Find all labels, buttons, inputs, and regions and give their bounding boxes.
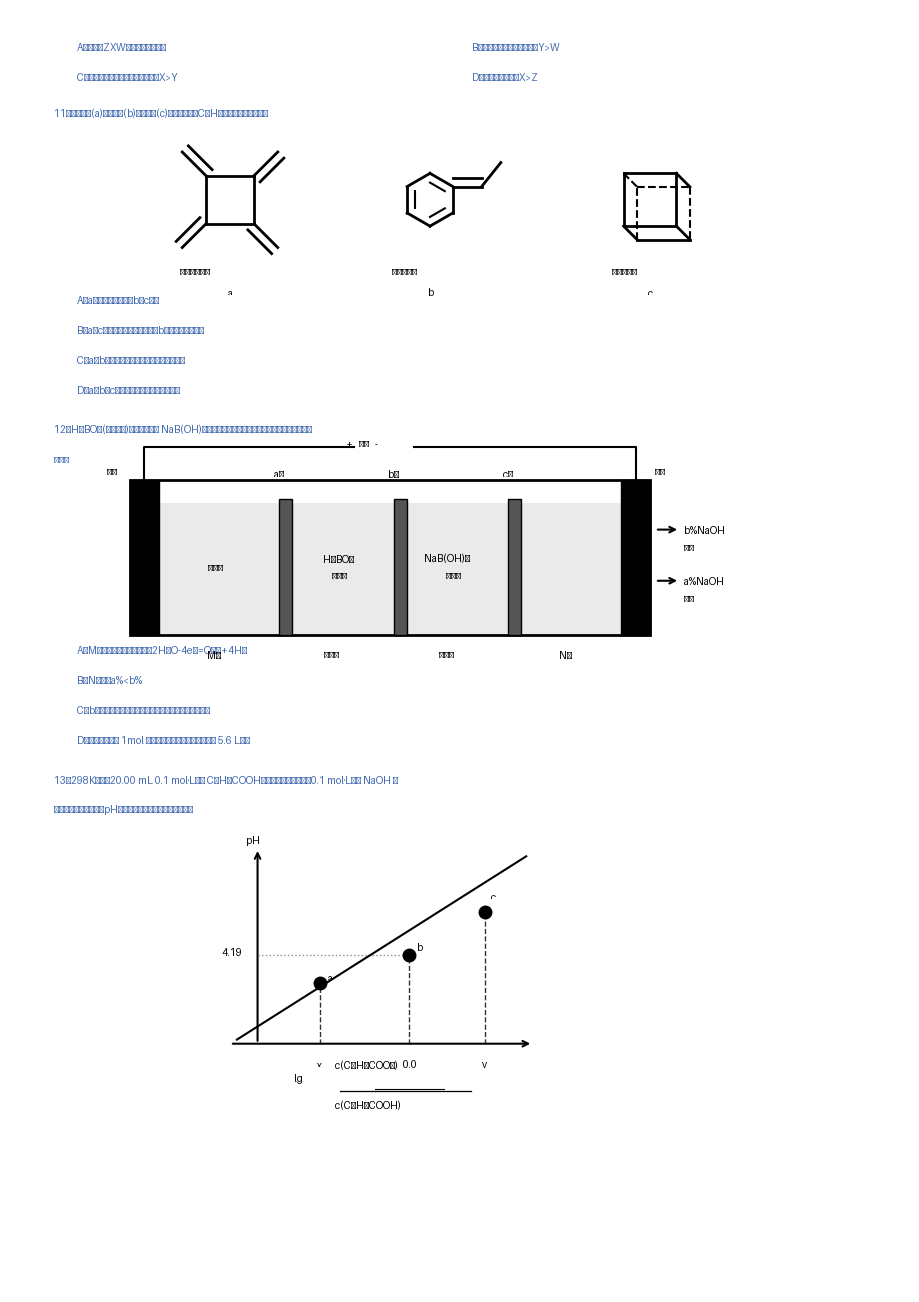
Bar [130, 480, 158, 635]
Bar [393, 499, 406, 635]
Bar [292, 504, 393, 635]
Bar [130, 480, 650, 635]
Bar [507, 499, 521, 635]
Bar [620, 480, 650, 635]
Bar [406, 504, 507, 635]
Bar [158, 504, 279, 635]
Bar [521, 504, 620, 635]
Bar [279, 499, 292, 635]
